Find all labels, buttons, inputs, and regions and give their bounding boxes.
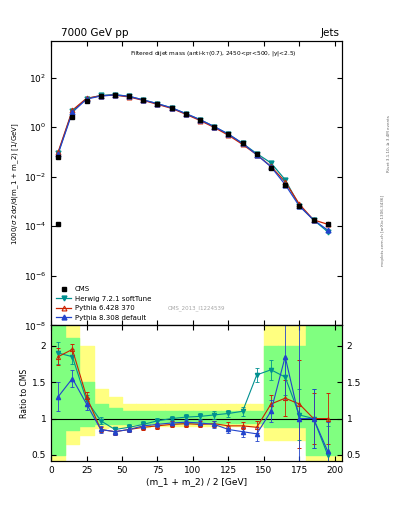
- Y-axis label: 1000/$\sigma$ 2d$\sigma$/d(m_1 + m_2) [1/GeV]: 1000/$\sigma$ 2d$\sigma$/d(m_1 + m_2) [1…: [10, 122, 21, 245]
- Text: 7000 GeV pp: 7000 GeV pp: [61, 28, 129, 38]
- X-axis label: (m_1 + m_2) / 2 [GeV]: (m_1 + m_2) / 2 [GeV]: [146, 477, 247, 486]
- Text: Rivet 3.1.10, ≥ 3.4M events: Rivet 3.1.10, ≥ 3.4M events: [387, 115, 391, 172]
- Y-axis label: Ratio to CMS: Ratio to CMS: [20, 369, 29, 418]
- Text: CMS_2013_I1224539: CMS_2013_I1224539: [168, 306, 225, 311]
- Legend: CMS, Herwig 7.2.1 softTune, Pythia 6.428 370, Pythia 8.308 default: CMS, Herwig 7.2.1 softTune, Pythia 6.428…: [53, 283, 154, 323]
- Text: Jets: Jets: [321, 28, 340, 38]
- Text: Filtered dijet mass (anti-k$_\mathrm{T}$(0.7), 2450<p$_\mathrm{T}$<500, |y|<2.5): Filtered dijet mass (anti-k$_\mathrm{T}$…: [130, 50, 296, 58]
- Text: mcplots.cern.ch [arXiv:1306.3436]: mcplots.cern.ch [arXiv:1306.3436]: [381, 195, 385, 266]
